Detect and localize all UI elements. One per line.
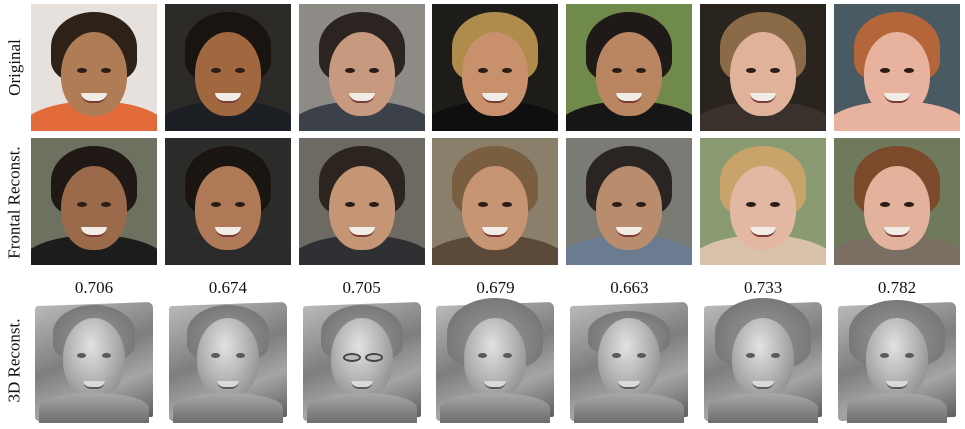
frontal-image (164, 138, 291, 265)
mesh-render (298, 298, 425, 423)
frontal-image (700, 138, 827, 265)
score-row: 0.706 0.674 0.705 0.679 0.663 0.733 0.78… (31, 278, 960, 298)
reconstruction-3d-row (31, 298, 960, 423)
similarity-score: 0.674 (208, 278, 247, 297)
mesh-render (432, 298, 559, 423)
original-image (164, 4, 291, 131)
mesh-render (566, 298, 693, 423)
mesh-render (31, 298, 157, 423)
frontal-row (31, 138, 960, 265)
frontal-image (31, 138, 157, 265)
original-row (31, 4, 960, 131)
similarity-score: 0.733 (744, 278, 783, 297)
original-image (432, 4, 559, 131)
row-label-frontal: Frontal Reconst. (4, 146, 24, 259)
frontal-image (566, 138, 693, 265)
row-label-3d: 3D Reconst. (4, 318, 24, 403)
similarity-score: 0.706 (74, 278, 114, 297)
similarity-score: 0.679 (476, 278, 515, 297)
frontal-image (298, 138, 425, 265)
original-image (298, 4, 425, 131)
similarity-score: 0.782 (877, 278, 917, 297)
similarity-score: 0.663 (610, 278, 649, 297)
original-image (566, 4, 693, 131)
original-image (833, 4, 960, 131)
row-label-original: Original (4, 39, 24, 96)
mesh-render (164, 298, 291, 423)
similarity-score: 0.705 (342, 278, 381, 297)
mesh-render (700, 298, 827, 423)
frontal-image (432, 138, 559, 265)
frontal-image (833, 138, 960, 265)
mesh-render (833, 298, 960, 423)
original-image (31, 4, 157, 131)
original-image (700, 4, 827, 131)
